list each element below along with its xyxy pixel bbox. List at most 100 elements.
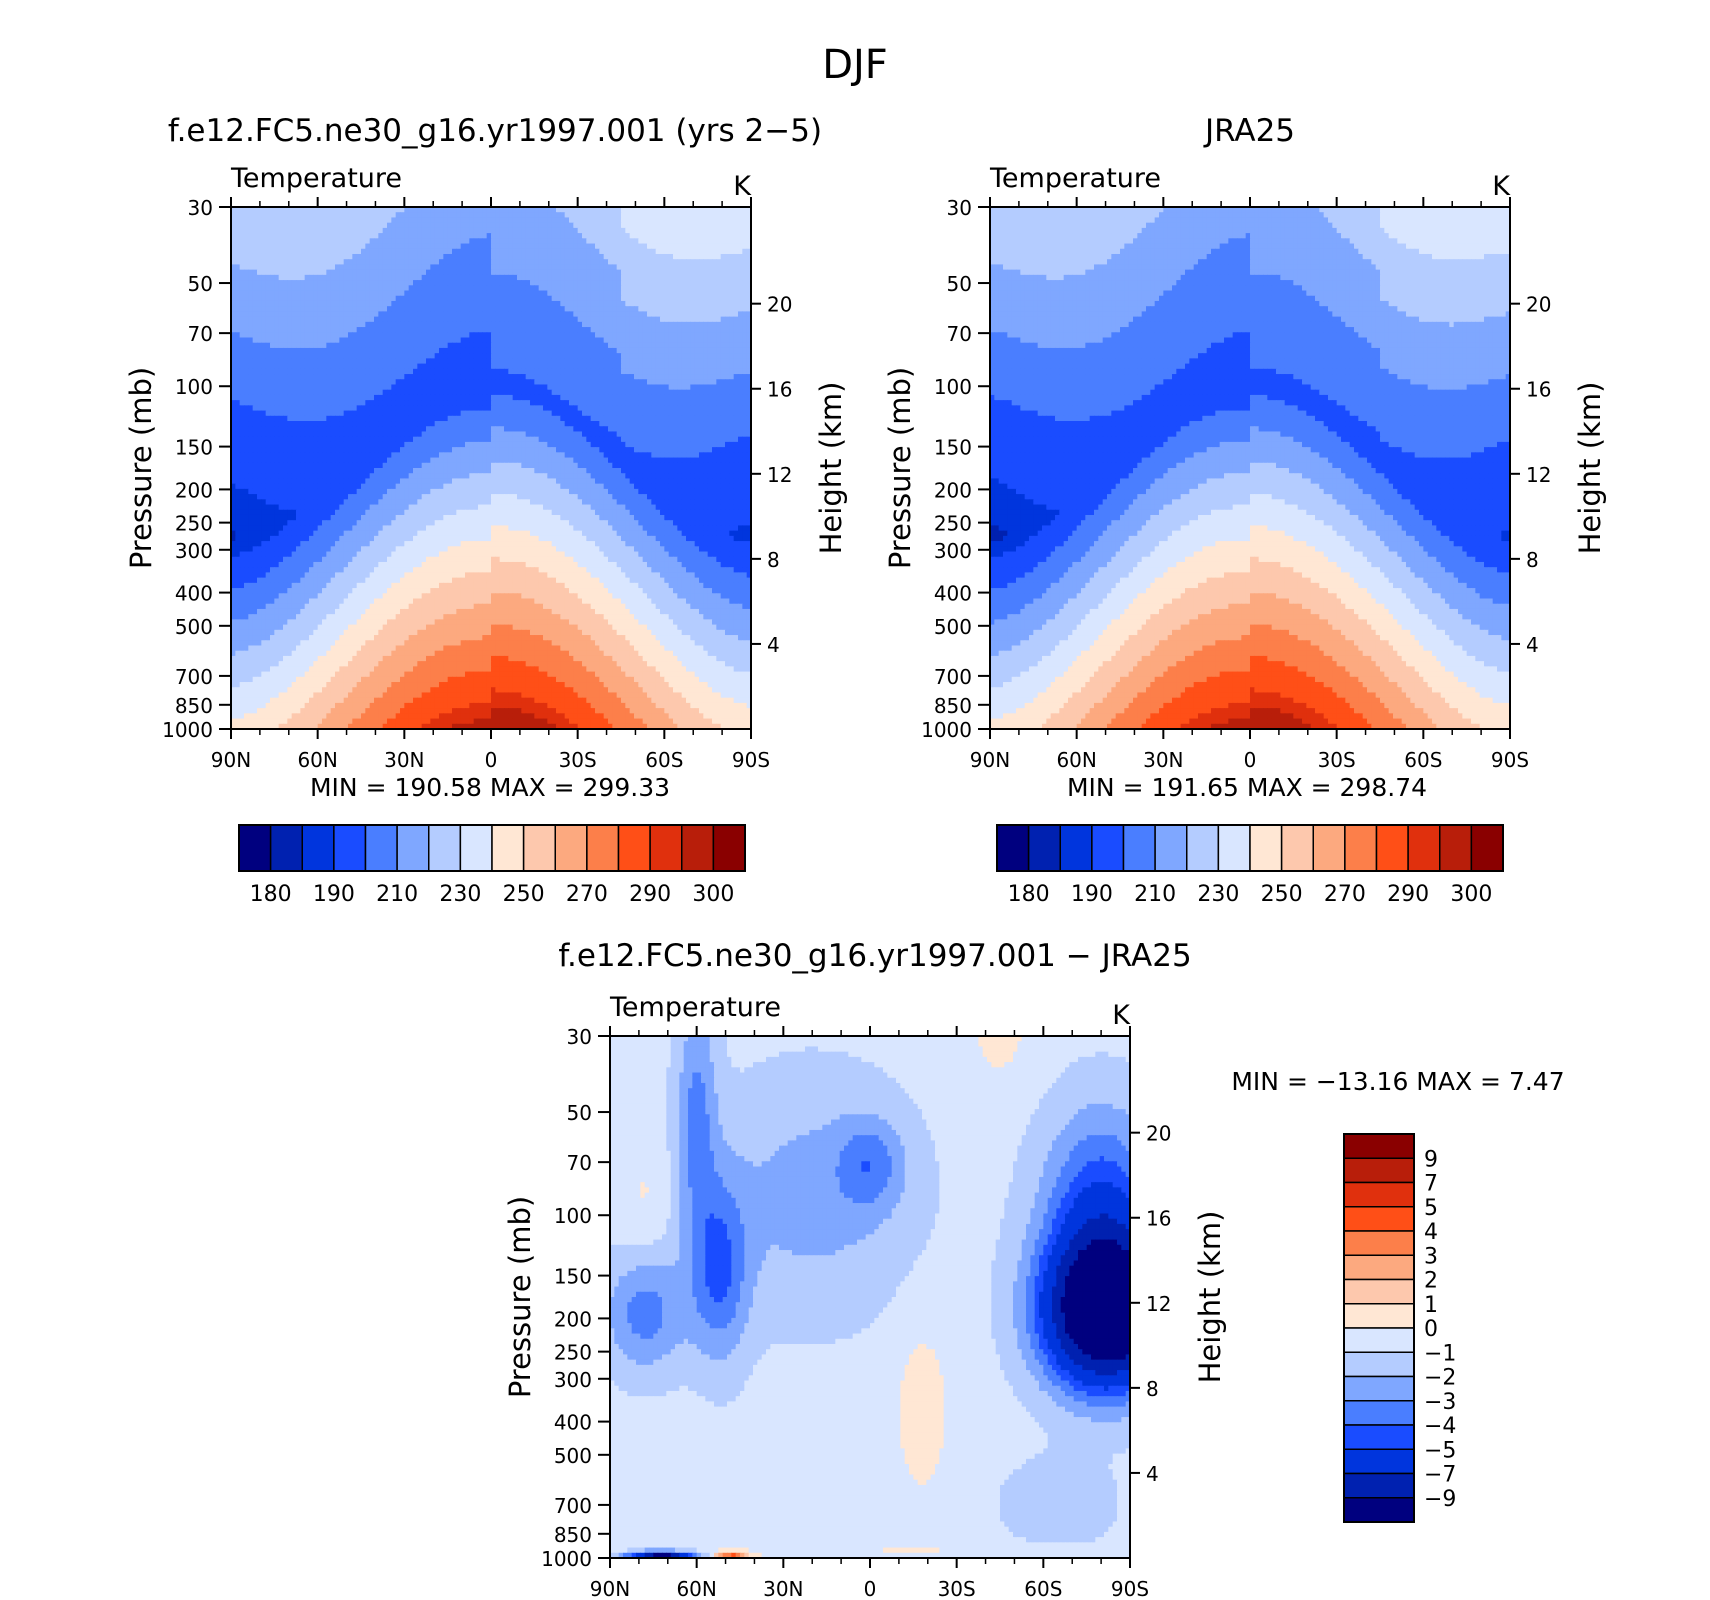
contour-cell	[426, 369, 431, 375]
contour-cell	[521, 270, 526, 276]
contour-cell	[521, 280, 526, 286]
contour-cell	[339, 285, 344, 291]
contour-cell	[625, 353, 630, 359]
contour-cell	[539, 369, 544, 375]
contour-cell	[296, 244, 301, 250]
contour-cell	[296, 311, 301, 317]
contour-cell	[547, 285, 552, 291]
contour-cell	[716, 390, 721, 396]
contour-cell	[491, 259, 496, 265]
contour-cell	[534, 353, 539, 359]
contour-cell	[435, 280, 440, 286]
contour-cell	[244, 353, 249, 359]
contour-cell	[677, 395, 682, 401]
contour-cell	[660, 270, 665, 276]
contour-cell	[387, 249, 392, 255]
contour-cell	[430, 317, 435, 323]
contour-cell	[669, 306, 674, 312]
contour-cell	[560, 343, 565, 349]
contour-cell	[677, 311, 682, 317]
contour-cell	[534, 244, 539, 250]
contour-cell	[742, 228, 747, 234]
contour-cell	[547, 280, 552, 286]
contour-cell	[378, 343, 383, 349]
contour-cell	[669, 379, 674, 385]
contour-cell	[586, 270, 591, 276]
contour-cell	[235, 338, 240, 344]
contour-cell	[591, 327, 596, 333]
contour-cell	[417, 358, 422, 364]
contour-cell	[361, 238, 366, 244]
contour-cell	[335, 317, 340, 323]
contour-cell	[244, 259, 249, 265]
contour-cell	[690, 379, 695, 385]
contour-cell	[703, 306, 708, 312]
contour-cell	[300, 353, 305, 359]
contour-cell	[270, 317, 275, 323]
contour-cell	[361, 311, 366, 317]
contour-cell	[560, 338, 565, 344]
contour-cell	[725, 322, 730, 328]
contour-cell	[465, 384, 470, 390]
contour-cell	[287, 223, 292, 229]
contour-cell	[274, 301, 279, 307]
contour-cell	[660, 285, 665, 291]
contour-cell	[417, 249, 422, 255]
contour-cell	[504, 384, 509, 390]
contour-cell	[370, 390, 375, 396]
contour-cell	[387, 369, 392, 375]
contour-cell	[586, 348, 591, 354]
contour-cell	[716, 343, 721, 349]
contour-cell	[474, 259, 479, 265]
contour-cell	[352, 264, 357, 270]
contour-cell	[417, 228, 422, 234]
contour-cell	[352, 244, 357, 250]
contour-cell	[300, 358, 305, 364]
contour-cell	[448, 395, 453, 401]
contour-cell	[391, 306, 396, 312]
contour-cell	[287, 364, 292, 370]
contour-cell	[378, 275, 383, 281]
contour-cell	[721, 259, 726, 265]
contour-cell	[703, 322, 708, 328]
contour-cell	[391, 223, 396, 229]
contour-cell	[309, 228, 314, 234]
contour-cell	[716, 259, 721, 265]
contour-cell	[508, 379, 513, 385]
contour-cell	[253, 280, 258, 286]
contour-cell	[517, 343, 522, 349]
contour-cell	[357, 233, 362, 239]
contour-cell	[448, 296, 453, 302]
contour-cell	[647, 296, 652, 302]
contour-cell	[456, 358, 461, 364]
contour-cell	[578, 374, 583, 380]
contour-cell	[595, 249, 600, 255]
contour-cell	[630, 233, 635, 239]
contour-cell	[638, 379, 643, 385]
contour-cell	[417, 238, 422, 244]
contour-cell	[504, 233, 509, 239]
contour-cell	[287, 322, 292, 328]
contour-cell	[608, 395, 613, 401]
contour-cell	[266, 317, 271, 323]
contour-cell	[638, 390, 643, 396]
contour-cell	[669, 384, 674, 390]
contour-cell	[296, 259, 301, 265]
contour-cell	[634, 259, 639, 265]
contour-cell	[296, 327, 301, 333]
contour-cell	[530, 285, 535, 291]
contour-cell	[378, 395, 383, 401]
contour-cell	[504, 317, 509, 323]
contour-cell	[409, 400, 414, 406]
contour-cell	[703, 343, 708, 349]
contour-cell	[595, 233, 600, 239]
contour-cell	[543, 374, 548, 380]
contour-cell	[253, 270, 258, 276]
contour-cell	[235, 280, 240, 286]
contour-cell	[591, 291, 596, 297]
contour-cell	[257, 244, 262, 250]
contour-cell	[595, 322, 600, 328]
contour-cell	[240, 275, 245, 281]
contour-cell	[296, 400, 301, 406]
contour-cell	[686, 249, 691, 255]
